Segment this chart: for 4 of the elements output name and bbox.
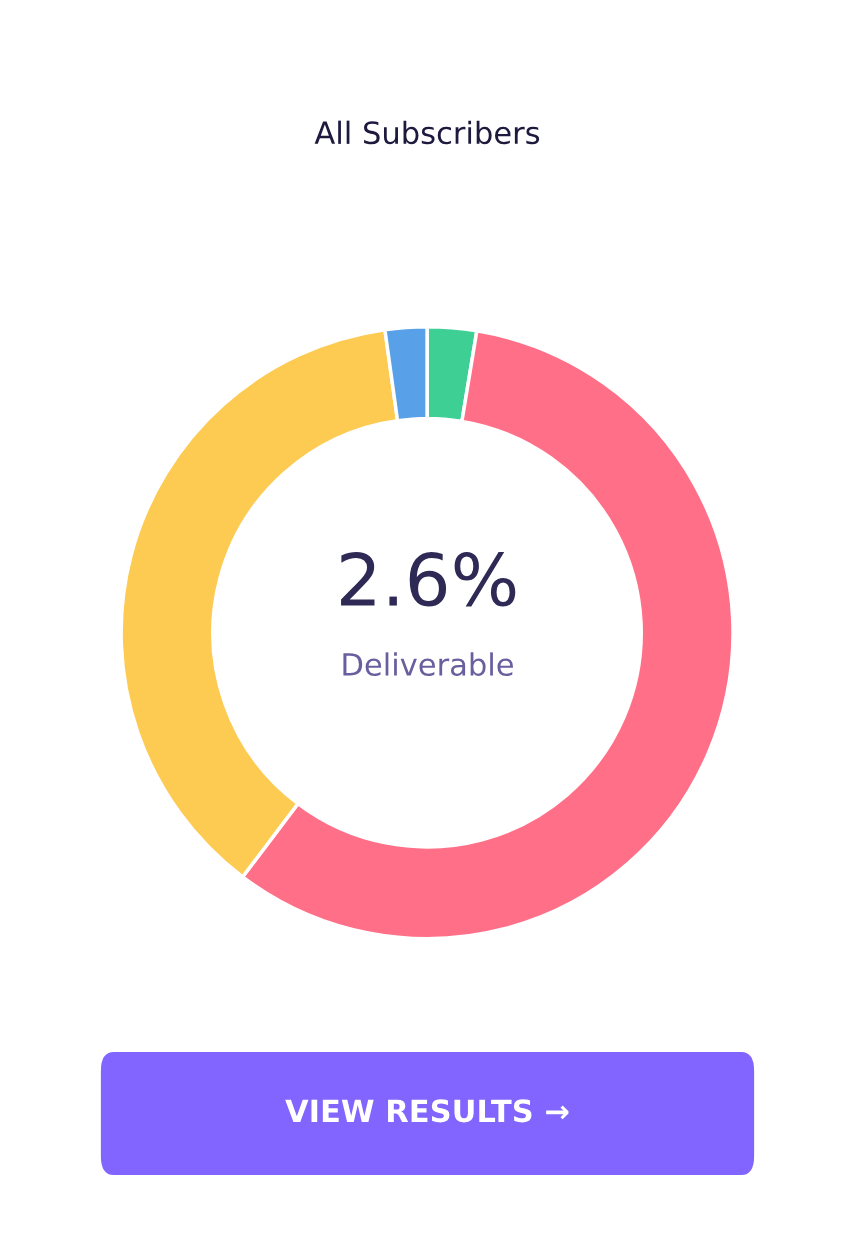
text: Deliverable <box>343 652 513 676</box>
chart-title: All Subscribers <box>314 120 540 145</box>
text: VIEW RESULTS → <box>285 1099 569 1123</box>
text: 2.6% <box>341 551 516 607</box>
